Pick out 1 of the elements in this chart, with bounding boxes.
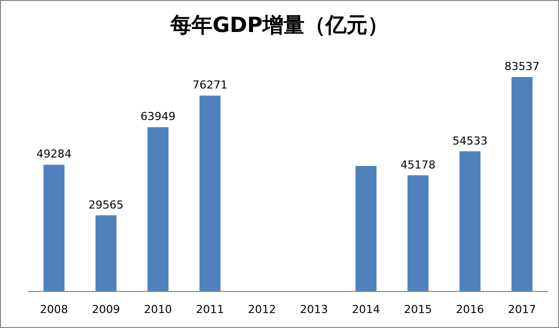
title: 每年GDP增量（亿元）	[170, 13, 389, 37]
